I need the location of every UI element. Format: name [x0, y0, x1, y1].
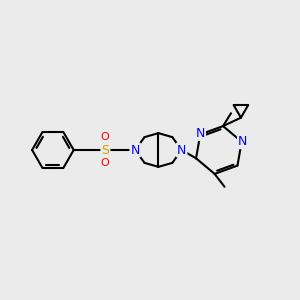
- Text: N: N: [177, 143, 186, 157]
- Text: N: N: [238, 135, 247, 148]
- Text: N: N: [196, 127, 205, 140]
- Text: N: N: [130, 143, 140, 157]
- Text: O: O: [100, 132, 109, 142]
- Text: S: S: [101, 143, 110, 157]
- Text: O: O: [100, 158, 109, 168]
